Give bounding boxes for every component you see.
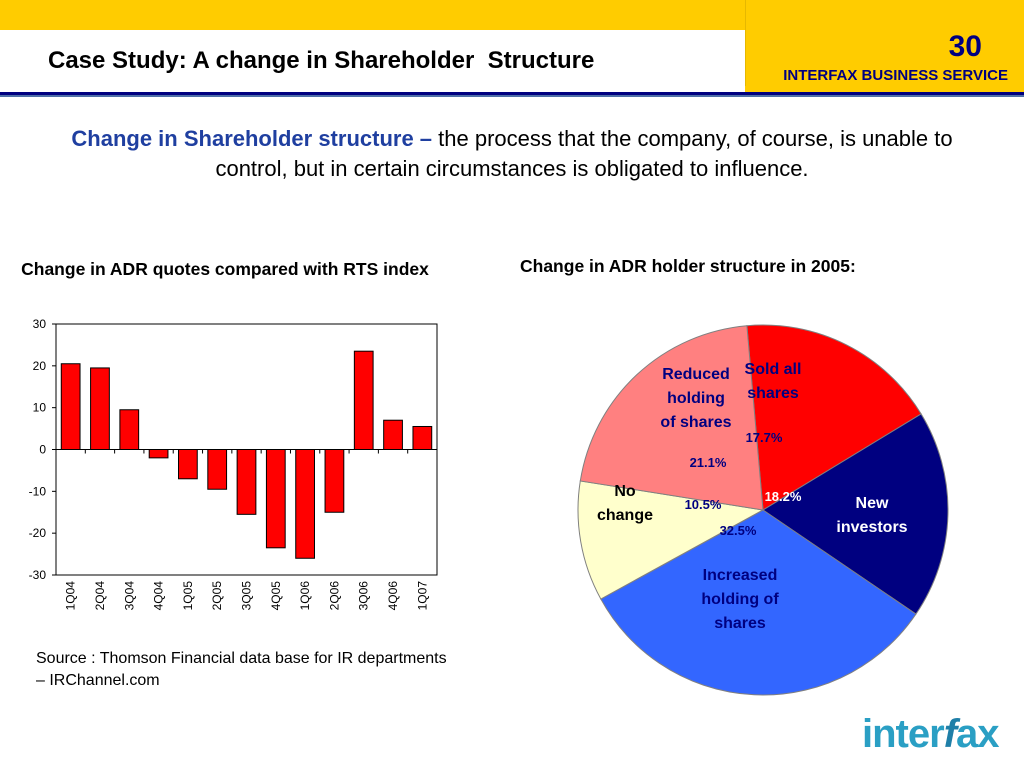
y-tick-label: -20 [29,526,47,540]
pie-chart-title: Change in ADR holder structure in 2005: [520,256,856,276]
pie-value-label: 32.5% [720,523,757,538]
pie-label: Reduced [662,366,730,383]
badge-divider [745,0,746,86]
y-tick-label: -10 [29,484,47,498]
title-box [0,30,745,92]
bar-chart: 30 20 10 0 -10 -20 -30 1Q04 2Q04 3Q04 4Q04 1Q05 2Q05… [29,317,438,611]
pie-label: Increased [703,567,778,584]
logo-text-2: f [943,712,957,756]
bar-1Q05 [178,449,198,480]
bar-chart-title: Change in ADR quotes compared with RTS i… [21,259,429,279]
bar-4Q04 [148,449,169,459]
pie-value-label: 17.7% [746,430,783,445]
brand-name: INTERFAX BUSINESS SERVICE [783,67,1008,84]
x-tick-label: 1Q06 [298,581,312,611]
pie-label: holding [667,390,725,407]
bar-2Q05 [207,449,228,490]
x-tick-label: 1Q07 [415,581,429,611]
pie-value-label: 21.1% [690,455,727,470]
x-tick-label: 2Q06 [327,581,341,611]
pie-chart: Sold all shares 17.7% New investors 18.2% Incr… [577,324,949,696]
x-tick-label: 4Q06 [386,581,400,611]
header-rule [0,92,1024,95]
x-tick-label: 1Q04 [64,581,78,611]
pie-slice-sold-all-shares [746,324,922,511]
slide-title: Case Study: A change in Shareholder Stru… [48,47,595,74]
bar-3Q06 [353,350,374,450]
y-tick-label: 20 [33,359,47,373]
x-tick-label: 4Q04 [152,581,166,611]
pie-label: investors [836,519,907,536]
bar-1Q07 [412,425,433,451]
y-tick-label: 10 [33,401,47,415]
slide-number: 30 [948,30,982,63]
pie-slice-no-change [577,480,765,600]
source-note: Source : Thomson Financial data base for… [36,650,447,689]
brand-badge [745,0,1024,92]
bar-3Q05 [236,449,257,515]
pie-slice-new-investors [762,413,949,615]
intro-lead: Change in Shareholder structure – [71,126,433,151]
pie-label: change [597,507,653,524]
x-tick-label: 2Q04 [93,581,107,611]
bar-1Q04 [60,363,81,450]
pie-label: shares [714,615,766,632]
bar-3Q04 [119,409,140,450]
header-rule-secondary [0,95,1024,97]
x-tick-label: 1Q05 [181,581,195,611]
logo-text-1: inter [862,712,945,756]
pie-value-label: 10.5% [685,497,722,512]
bar-2Q06 [324,449,345,513]
pie-label: New [856,495,889,512]
bar-4Q05 [265,449,286,549]
logo-text-3: ax [956,712,999,756]
bar-2Q04 [90,367,110,450]
interfax-logo: interfax [862,712,1000,757]
x-tick-label: 2Q05 [210,581,224,611]
y-tick-label: 30 [33,317,47,331]
y-tick-label: 0 [39,443,46,457]
pie-label: holding of [701,591,779,608]
pie-label: Sold all [745,361,802,378]
x-tick-label: 3Q05 [240,581,254,611]
intro-paragraph: Change in Shareholder structure – the pr… [40,124,984,184]
bar-1Q06 [295,449,315,559]
pie-slice-reduced-holding-of-shares [579,325,764,511]
x-tick-label: 4Q05 [269,581,283,611]
bar-4Q06 [383,419,403,450]
pie-label: No [614,483,636,500]
pie-label: shares [747,385,799,402]
x-tick-label: 3Q04 [122,581,136,611]
x-tick-label: 3Q06 [357,581,371,611]
pie-value-label: 18.2% [765,489,802,504]
pie-label: of shares [660,414,731,431]
y-tick-label: -30 [29,568,47,582]
intro-text: the process that the company, of course,… [215,126,953,181]
